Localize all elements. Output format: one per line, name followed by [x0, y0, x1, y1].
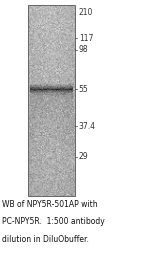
- Text: dilution in DiluObuffer.: dilution in DiluObuffer.: [2, 235, 88, 244]
- Text: 55: 55: [79, 85, 88, 93]
- Text: 98: 98: [79, 45, 88, 54]
- Text: PC-NPY5R.  1:500 antibody: PC-NPY5R. 1:500 antibody: [2, 218, 104, 227]
- Text: 29: 29: [79, 152, 88, 161]
- Text: 210: 210: [79, 8, 93, 17]
- Text: WB of NPY5R-501AP with: WB of NPY5R-501AP with: [2, 200, 97, 209]
- Text: 37.4: 37.4: [79, 122, 96, 131]
- Text: 117: 117: [79, 34, 93, 43]
